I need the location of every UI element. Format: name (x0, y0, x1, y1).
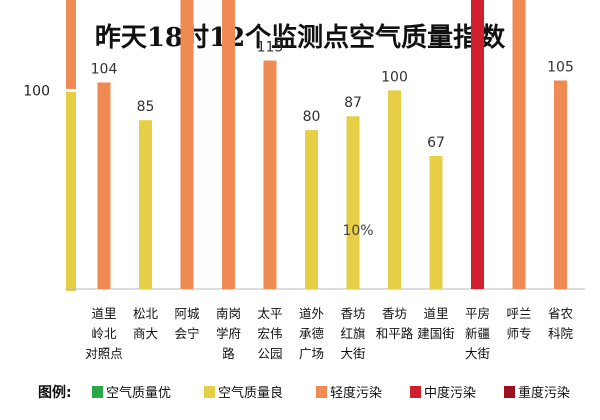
legend-label: 中度污染 (424, 385, 476, 401)
bar (554, 80, 567, 289)
category-label: 阿城 (174, 306, 200, 321)
chart-title: 昨天18时12个监测点空气质量指数 (95, 22, 506, 53)
category-label: 大街 (465, 346, 490, 361)
bar (512, 0, 526, 290)
scale-bar-segment-light (66, 0, 76, 89)
category-label: 道外 (299, 306, 325, 321)
category-label: 科院 (548, 326, 574, 341)
category-label: 会宁 (174, 326, 199, 341)
category-label: 松北 (133, 306, 159, 321)
level-scale-bar (66, 0, 76, 292)
bar (222, 0, 235, 290)
value-label: 80 (303, 109, 321, 125)
category-label: 广场 (299, 346, 324, 361)
category-label: 新疆 (465, 326, 490, 341)
category-label: 公园 (257, 346, 282, 361)
category-label: 道里 (91, 306, 116, 321)
category-label: 商大 (133, 326, 158, 341)
category-label: 宏伟 (257, 326, 282, 341)
category-label: 道里 (423, 306, 448, 321)
category-label: 承德 (299, 326, 325, 341)
value-label: 100 (381, 69, 408, 85)
legend-label: 空气质量良 (218, 385, 283, 401)
value-label: 105 (547, 59, 574, 75)
category-label: 岭北 (91, 326, 117, 341)
category-label: 对照点 (85, 346, 123, 361)
category-label: 建国街 (417, 326, 455, 341)
scale-bar-segment-good (66, 91, 76, 292)
bar (346, 116, 360, 289)
y-tick-label: 100 (23, 83, 50, 99)
bars-group (97, 0, 567, 290)
category-label: 省农 (548, 306, 574, 321)
chart-annotation: 10% (342, 223, 373, 239)
category-label: 师专 (506, 326, 531, 341)
legend-swatch-moderate (410, 386, 421, 398)
category-label: 路 (222, 346, 235, 361)
category-label: 大街 (340, 346, 365, 361)
bar (388, 90, 401, 290)
legend-swatch-good (204, 386, 215, 398)
legend-label: 重度污染 (518, 385, 570, 401)
value-label: 87 (344, 95, 362, 111)
bar (429, 155, 443, 289)
bar (305, 130, 318, 289)
legend-label: 轻度污染 (330, 385, 382, 401)
category-label: 香坊 (340, 306, 365, 321)
value-label: 85 (137, 99, 155, 115)
category-label: 红旗 (340, 326, 365, 341)
legend-swatch-excellent (92, 386, 103, 398)
value-label: 67 (427, 135, 445, 151)
category-label: 香坊 (382, 306, 407, 321)
legend-label: 空气质量优 (106, 385, 171, 401)
legend-swatch-severe (504, 386, 515, 398)
bar (139, 120, 152, 289)
value-label: 104 (91, 61, 118, 77)
category-label: 南岗 (216, 306, 241, 321)
category-label: 太平 (257, 306, 282, 321)
legend: 图例: 空气质量优 空气质量良 轻度污染 中度污染 重度污染 (38, 384, 570, 401)
bar (263, 60, 277, 289)
bar (180, 0, 194, 289)
legend-title: 图例: (38, 384, 72, 401)
legend-swatch-light (316, 386, 327, 398)
y-axis: 100200300 (23, 83, 50, 99)
category-label: 平房 (465, 306, 490, 321)
bar (97, 82, 111, 290)
category-label: 呼兰 (506, 306, 531, 321)
value-labels-group: 10485159169115808710067217169105 (91, 40, 574, 151)
bar (471, 0, 484, 289)
category-label: 和平路 (376, 326, 414, 341)
category-label: 学府 (216, 326, 241, 341)
value-label: 115 (257, 40, 284, 56)
